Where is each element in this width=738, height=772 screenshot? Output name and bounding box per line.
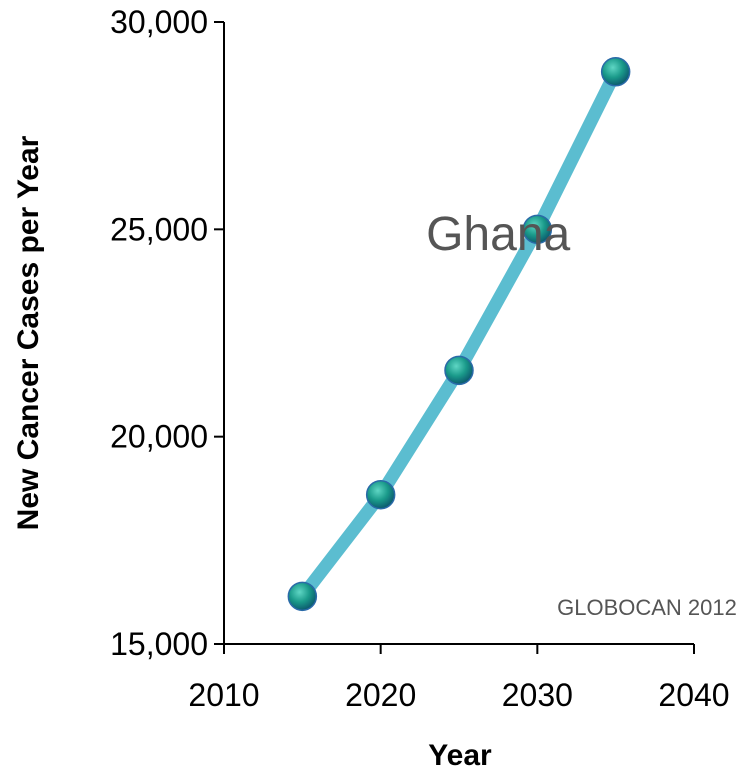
y-tick-label: 20,000 <box>110 419 208 455</box>
y-tick-label: 25,000 <box>110 211 208 247</box>
axes: 15,000 20,000 25,000 30,000 2010 2020 2030 2040 <box>110 4 729 713</box>
series-layer <box>295 65 623 603</box>
x-axis-title: Year <box>428 739 492 772</box>
data-point <box>600 57 631 87</box>
series-line <box>295 65 623 603</box>
data-point <box>287 581 318 612</box>
x-tick-label: 2030 <box>502 677 573 713</box>
data-point <box>522 214 553 245</box>
y-tick-label: 15,000 <box>110 626 208 662</box>
country-annotation: Ghana <box>426 208 570 261</box>
marker-layer <box>287 57 631 612</box>
x-tick-label: 2010 <box>188 677 259 713</box>
y-tick-label: 30,000 <box>110 4 208 40</box>
annotation-layer: Ghana GLOBOCAN 2012 <box>426 208 737 620</box>
data-point <box>444 355 474 386</box>
y-axis-title: New Cancer Cases per Year <box>12 135 45 530</box>
data-point <box>365 479 396 510</box>
x-tick-label: 2040 <box>658 677 729 713</box>
source-annotation: GLOBOCAN 2012 <box>557 595 737 620</box>
x-tick-label: 2020 <box>345 677 416 713</box>
